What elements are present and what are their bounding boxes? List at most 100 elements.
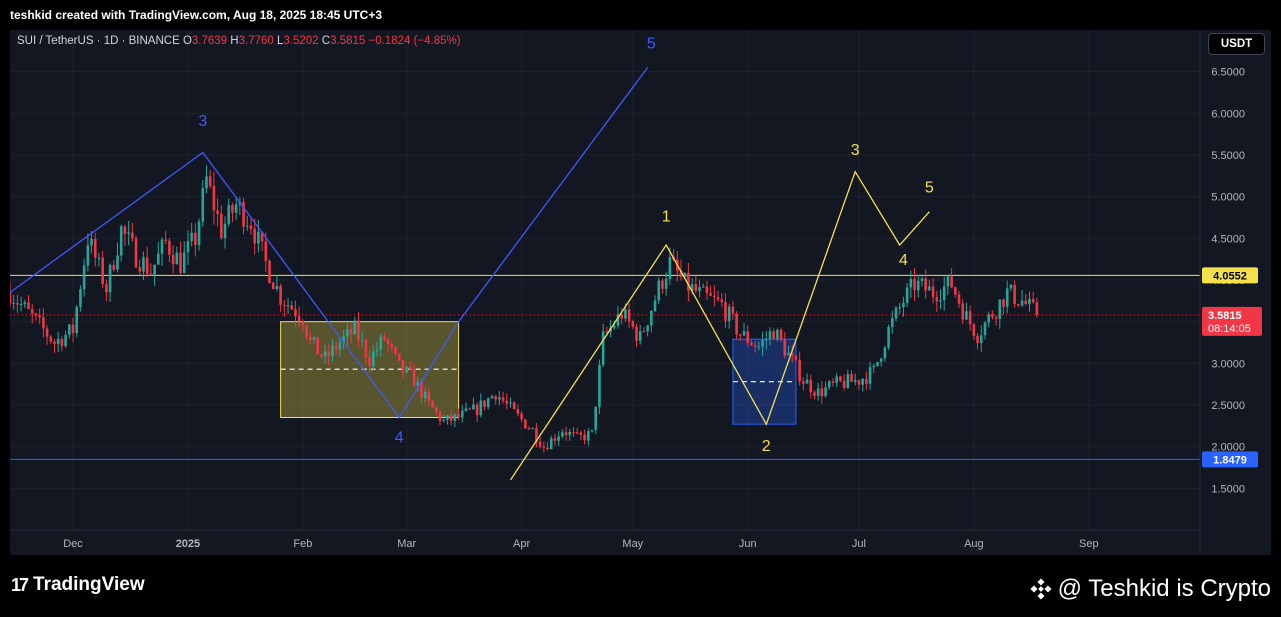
author-watermark: @ Teshkid is Crypto (1030, 575, 1271, 603)
close-value: 3.5815 (330, 35, 366, 47)
time-tick-label: Aug (964, 538, 984, 550)
candle-body (38, 315, 41, 318)
candle-body (598, 364, 601, 407)
candle (716, 291, 720, 302)
candle (30, 304, 34, 324)
candle (171, 245, 175, 274)
candle (197, 218, 201, 251)
time-tick-label: Feb (293, 538, 312, 550)
candle-body (861, 378, 864, 385)
candle-body (368, 357, 371, 367)
candle-body (42, 317, 45, 329)
candle-body (868, 367, 872, 384)
candle (123, 224, 127, 246)
candle (409, 361, 412, 371)
candle-body (423, 391, 427, 399)
candle-body (824, 387, 827, 397)
candle-body (327, 351, 331, 357)
candle (475, 402, 479, 422)
candle-body (268, 260, 271, 283)
candle-body (883, 347, 887, 359)
candle (279, 283, 282, 313)
candle-body (401, 360, 405, 373)
candle (846, 369, 850, 389)
candle-body (887, 326, 890, 348)
candle (68, 323, 71, 339)
candle-body (283, 304, 286, 306)
axes: 1.50002.00002.50003.00003.50004.00004.50… (10, 30, 1262, 555)
candle-body (308, 336, 312, 340)
candle-body (138, 267, 142, 272)
candle (390, 340, 394, 354)
candle (346, 320, 349, 346)
change-value: −0.1824 (−4.85%) (368, 35, 461, 47)
candles (10, 165, 1039, 453)
candle (764, 331, 768, 350)
candle (942, 276, 946, 311)
candle (472, 397, 475, 410)
candle-body (954, 287, 957, 295)
candle (108, 263, 112, 302)
candle (364, 337, 368, 365)
candle (357, 312, 360, 348)
candle-body (386, 339, 390, 344)
candle (234, 196, 238, 220)
candle (145, 246, 149, 277)
candle (805, 373, 809, 384)
top-bar: teshkid created with TradingView.com, Au… (0, 0, 1281, 30)
tradingview-logo[interactable]: 17 TradingView (11, 574, 145, 596)
candle (509, 397, 512, 408)
candle (720, 293, 724, 307)
candle-body (334, 345, 338, 350)
candle-body (605, 331, 609, 333)
candle (853, 373, 857, 386)
current-price-tag-bg (1202, 306, 1262, 336)
candle (579, 430, 583, 441)
candle-body (805, 379, 809, 384)
currency-button[interactable]: USDT (1208, 33, 1265, 55)
candle (1020, 289, 1024, 307)
candle-body (53, 341, 56, 344)
candle-body (546, 447, 549, 450)
candle-body (112, 264, 116, 270)
candle (312, 336, 316, 344)
candle (349, 324, 353, 344)
candle-body (957, 294, 961, 304)
candle-body (23, 302, 27, 305)
candle-body (979, 335, 983, 344)
footer: 17 TradingView @ Teshkid is Crypto (0, 555, 1281, 617)
candle (835, 372, 838, 388)
candle-body (716, 297, 720, 300)
candle-body (931, 286, 935, 298)
candle (331, 339, 334, 362)
candle-body (909, 279, 913, 288)
candle-body (694, 284, 698, 291)
candle-body (664, 278, 668, 289)
candle (175, 246, 179, 265)
candle-body (427, 391, 431, 401)
candle-body (323, 351, 327, 357)
time-tick-label: Sep (1079, 538, 1099, 550)
symbol-name[interactable]: SUI / TetherUS · 1D · BINANCE (17, 35, 180, 47)
candle (650, 310, 653, 333)
candle (190, 222, 193, 247)
candle-body (438, 411, 442, 421)
candle-body (45, 328, 49, 337)
candle-body (171, 254, 175, 265)
candle (724, 293, 727, 328)
candle-body (105, 284, 108, 293)
candle-body (490, 396, 494, 399)
candle-body (446, 415, 449, 420)
time-tick-label: May (622, 538, 643, 550)
blue-wave-label: 3 (198, 113, 207, 130)
candle (342, 330, 345, 350)
candle-body (175, 252, 179, 265)
candle-body (179, 252, 182, 273)
current-price-label: 3.5815 (1208, 310, 1242, 322)
candle (249, 216, 253, 235)
candle-body (149, 273, 153, 275)
candle (327, 343, 331, 365)
candle (53, 338, 56, 353)
